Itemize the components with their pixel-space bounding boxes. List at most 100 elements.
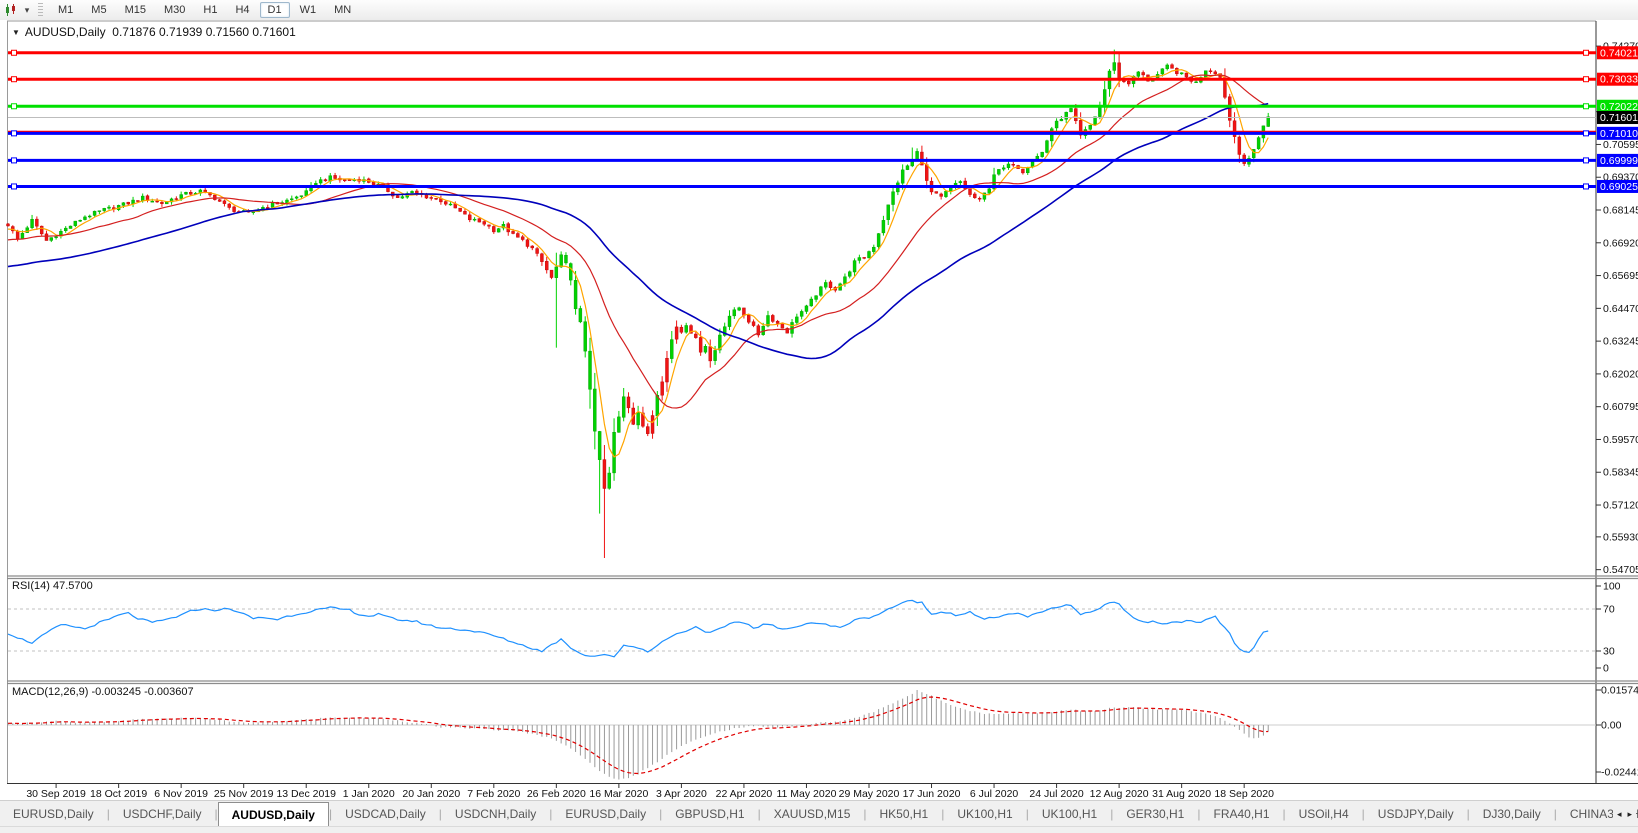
svg-text:0.71010: 0.71010 bbox=[1600, 128, 1638, 140]
line-handle[interactable] bbox=[11, 183, 17, 190]
svg-text:16 Mar 2020: 16 Mar 2020 bbox=[589, 788, 648, 800]
svg-text:0.55930: 0.55930 bbox=[1603, 531, 1638, 543]
line-handle[interactable] bbox=[1583, 130, 1589, 137]
svg-text:0.69999: 0.69999 bbox=[1600, 155, 1638, 167]
chart-tab-eurusd-daily[interactable]: EURUSD,Daily bbox=[13, 807, 94, 821]
svg-text:17 Jun 2020: 17 Jun 2020 bbox=[903, 788, 961, 800]
tab-separator: | bbox=[659, 807, 663, 821]
price-axis[interactable]: 0.742700.718200.705950.693700.681450.669… bbox=[1596, 41, 1638, 577]
price-chart-svg[interactable]: 0.742700.718200.705950.693700.681450.669… bbox=[0, 20, 1638, 800]
chart-tab-hk50-h1[interactable]: HK50,H1 bbox=[879, 807, 929, 821]
chart-tab-usdjpy-daily[interactable]: USDJPY,Daily bbox=[1377, 807, 1454, 821]
candles-layer bbox=[6, 49, 1270, 559]
svg-text:22 Apr 2020: 22 Apr 2020 bbox=[716, 788, 773, 800]
chart-tab-usdcnh-daily[interactable]: USDCNH,Daily bbox=[454, 807, 537, 821]
svg-text:12 Aug 2020: 12 Aug 2020 bbox=[1090, 788, 1149, 800]
line-handle[interactable] bbox=[1583, 103, 1589, 110]
moving-average-ma50[interactable] bbox=[7, 102, 1269, 360]
chart-tab-eurusd-daily[interactable]: EURUSD,Daily bbox=[565, 807, 647, 821]
svg-text:0.57120: 0.57120 bbox=[1603, 500, 1638, 512]
chart-tab-xauusd-m15[interactable]: XAUUSD,M15 bbox=[773, 807, 851, 821]
svg-text:25 Nov 2019: 25 Nov 2019 bbox=[214, 788, 274, 800]
svg-text:0.00: 0.00 bbox=[1601, 720, 1622, 732]
svg-text:18 Sep 2020: 18 Sep 2020 bbox=[1214, 788, 1274, 800]
horizontal-lines-layer[interactable] bbox=[8, 49, 1596, 190]
tab-separator: | bbox=[1282, 807, 1286, 821]
line-handle[interactable] bbox=[11, 76, 17, 83]
line-handle[interactable] bbox=[1583, 157, 1589, 164]
tab-scroll-left-icon[interactable]: ◂ bbox=[1616, 808, 1622, 819]
rsi-pane[interactable]: 100 70 30 0 bbox=[7, 581, 1621, 675]
line-handle[interactable] bbox=[1583, 49, 1589, 56]
timeframe-button-m1[interactable]: M1 bbox=[58, 4, 74, 16]
chart-tab-ger30-h1[interactable]: GER30,H1 bbox=[1126, 807, 1185, 821]
tab-separator: | bbox=[438, 807, 442, 821]
svg-text:6 Nov 2019: 6 Nov 2019 bbox=[154, 788, 208, 800]
svg-text:0.74021: 0.74021 bbox=[1600, 47, 1638, 59]
tab-scroll-controls: ◂ ▸ bbox=[1612, 801, 1636, 827]
timeframe-button-m30[interactable]: M30 bbox=[163, 4, 186, 16]
top-toolbar: ▾ M1 M5 M15 M30 H1 H4 D1 W1 MN bbox=[0, 0, 1638, 21]
chart-tab-usoil-h4[interactable]: USOil,H4 bbox=[1298, 807, 1349, 821]
tab-separator: | bbox=[1110, 807, 1114, 821]
svg-text:30: 30 bbox=[1603, 646, 1615, 658]
chart-title: ▼ AUDUSD,Daily 0.71876 0.71939 0.71560 0.… bbox=[12, 25, 296, 39]
rsi-indicator-label: RSI(14) 47.5700 bbox=[12, 580, 93, 592]
timeframe-button-m15[interactable]: M15 bbox=[124, 4, 146, 16]
timeframe-button-h4[interactable]: H4 bbox=[235, 4, 250, 16]
macd-pane[interactable]: 0.015741 0.00 -0.024411 bbox=[7, 685, 1638, 780]
macd-signal-line bbox=[7, 696, 1269, 775]
svg-text:20 Jan 2020: 20 Jan 2020 bbox=[402, 788, 460, 800]
chart-tab-audusd-daily[interactable]: AUDUSD,Daily bbox=[217, 802, 329, 827]
chart-tab-usdchf-daily[interactable]: USDCHF,Daily bbox=[122, 807, 202, 821]
moving-average-ma20[interactable] bbox=[7, 74, 1269, 409]
chart-tab-dj30-daily[interactable]: DJ30,Daily bbox=[1482, 807, 1541, 821]
chart-tab-usdcad-daily[interactable]: USDCAD,Daily bbox=[345, 807, 426, 821]
line-handle[interactable] bbox=[11, 157, 17, 164]
chart-tools-icon[interactable] bbox=[2, 2, 20, 18]
tab-separator: | bbox=[863, 807, 867, 821]
chart-window[interactable]: 0.742700.718200.705950.693700.681450.669… bbox=[0, 20, 1638, 800]
line-handle[interactable] bbox=[11, 130, 17, 137]
tab-separator: | bbox=[106, 807, 110, 821]
timeframe-button-h1[interactable]: H1 bbox=[203, 4, 218, 16]
timeframe-button-d1[interactable]: D1 bbox=[259, 2, 290, 18]
tab-separator: | bbox=[1025, 807, 1029, 821]
svg-text:0.69025: 0.69025 bbox=[1600, 181, 1638, 193]
svg-text:31 Aug 2020: 31 Aug 2020 bbox=[1152, 788, 1211, 800]
svg-text:0: 0 bbox=[1603, 663, 1609, 675]
tab-scroll-right-icon[interactable]: ▸ bbox=[1627, 808, 1632, 819]
date-axis[interactable]: 30 Sep 2019 18 Oct 2019 6 Nov 2019 25 Nov 2… bbox=[26, 784, 1274, 800]
svg-text:1 Jan 2020: 1 Jan 2020 bbox=[343, 788, 395, 800]
line-handle[interactable] bbox=[11, 103, 17, 110]
chart-tabs: EURUSD,Daily | USDCHF,Daily | AUDUSD,Daily | U… bbox=[0, 801, 1638, 827]
timeframe-button-m5[interactable]: M5 bbox=[91, 4, 107, 16]
tab-separator: | bbox=[1553, 807, 1557, 821]
tab-separator: | bbox=[1466, 807, 1470, 821]
rsi-line bbox=[7, 599, 1269, 658]
svg-text:0.015741: 0.015741 bbox=[1601, 685, 1638, 697]
tab-separator: | bbox=[1361, 807, 1365, 821]
tab-separator: | bbox=[328, 807, 333, 821]
toolbar-grip-handle[interactable] bbox=[38, 3, 43, 17]
tab-separator: | bbox=[1197, 807, 1201, 821]
timeframe-button-mn[interactable]: MN bbox=[334, 4, 352, 16]
chart-tab-fra40-h1[interactable]: FRA40,H1 bbox=[1213, 807, 1270, 821]
svg-text:0.62020: 0.62020 bbox=[1603, 368, 1638, 380]
line-handle[interactable] bbox=[1583, 183, 1589, 190]
line-handle[interactable] bbox=[11, 49, 17, 56]
chevron-down-icon[interactable]: ▾ bbox=[24, 4, 30, 15]
timeframe-button-group: M1 M5 M15 M30 H1 H4 D1 W1 MN bbox=[49, 2, 360, 18]
svg-text:0.73033: 0.73033 bbox=[1600, 74, 1638, 86]
chart-tab-gbpusd-h1[interactable]: GBPUSD,H1 bbox=[675, 807, 745, 821]
chart-tab-uk100-h1[interactable]: UK100,H1 bbox=[957, 807, 1013, 821]
svg-text:30 Sep 2019: 30 Sep 2019 bbox=[26, 788, 86, 800]
svg-text:26 Feb 2020: 26 Feb 2020 bbox=[527, 788, 586, 800]
line-handle[interactable] bbox=[1583, 76, 1589, 83]
window-menu-icon[interactable]: ▼ bbox=[12, 28, 20, 37]
svg-text:0.68145: 0.68145 bbox=[1603, 205, 1638, 217]
svg-text:24 Jul 2020: 24 Jul 2020 bbox=[1029, 788, 1083, 800]
chart-tab-uk100-h1[interactable]: UK100,H1 bbox=[1041, 807, 1098, 821]
timeframe-button-w1[interactable]: W1 bbox=[299, 4, 317, 16]
moving-average-ma5[interactable] bbox=[7, 69, 1269, 458]
